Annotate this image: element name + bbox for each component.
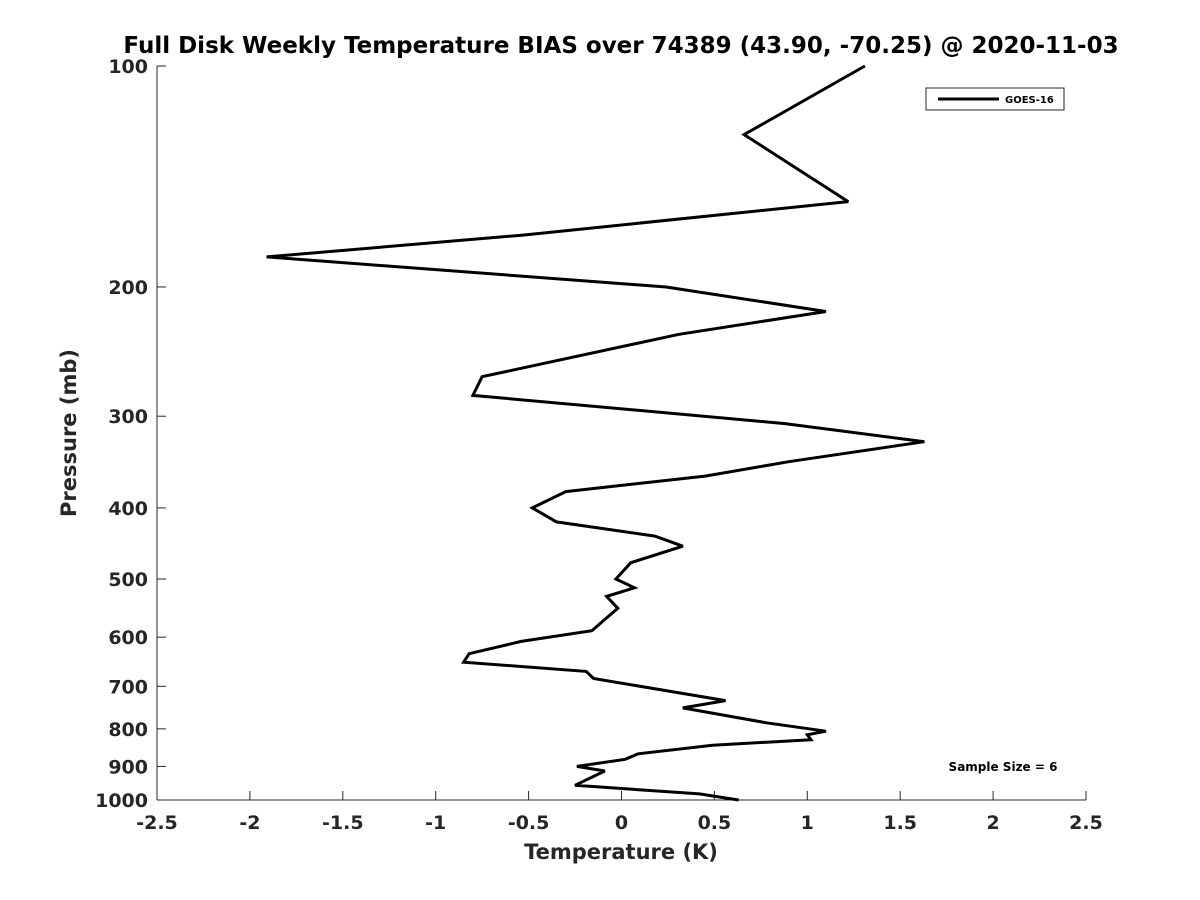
x-ticks: -2.5 -2 -1.5 -1 -0.5 0 0.5 1 1.5 2 2.5	[136, 791, 1103, 834]
x-tick-label: 0	[615, 812, 628, 834]
sample-size-annotation: Sample Size = 6	[949, 760, 1058, 774]
x-tick-label: 2.5	[1069, 812, 1103, 834]
y-axis-label: Pressure (mb)	[57, 349, 81, 517]
series-group	[266, 64, 925, 802]
y-tick-label: 300	[108, 406, 148, 428]
y-tick-label: 1000	[95, 790, 148, 812]
series-line-goes-16	[266, 64, 925, 802]
x-tick-label: -1	[425, 812, 446, 834]
x-tick-label: -0.5	[508, 812, 550, 834]
y-tick-label: 200	[108, 277, 148, 299]
y-tick-label: 500	[108, 569, 148, 591]
y-ticks: 100 200 300 400 500 600 700 800 900 1000	[95, 56, 166, 812]
y-tick-label: 800	[108, 719, 148, 741]
x-tick-label: 0.5	[698, 812, 732, 834]
x-tick-label: -2	[239, 812, 260, 834]
y-tick-label: 600	[108, 627, 148, 649]
x-tick-label: 1	[801, 812, 814, 834]
legend: GOES-16	[925, 87, 1065, 111]
x-tick-label: -1.5	[322, 812, 364, 834]
y-tick-label: 100	[108, 56, 148, 78]
y-tick-label: 700	[108, 676, 148, 698]
legend-label: GOES-16	[1005, 95, 1054, 106]
x-tick-label: 1.5	[883, 812, 917, 834]
y-tick-label: 400	[108, 498, 148, 520]
x-axis-label: Temperature (K)	[524, 840, 718, 864]
plot-frame	[156, 66, 1086, 801]
x-tick-label: 2	[986, 812, 999, 834]
y-tick-label: 900	[108, 756, 148, 778]
chart-title: Full Disk Weekly Temperature BIAS over 7…	[123, 33, 1118, 59]
x-tick-label: -2.5	[136, 812, 178, 834]
